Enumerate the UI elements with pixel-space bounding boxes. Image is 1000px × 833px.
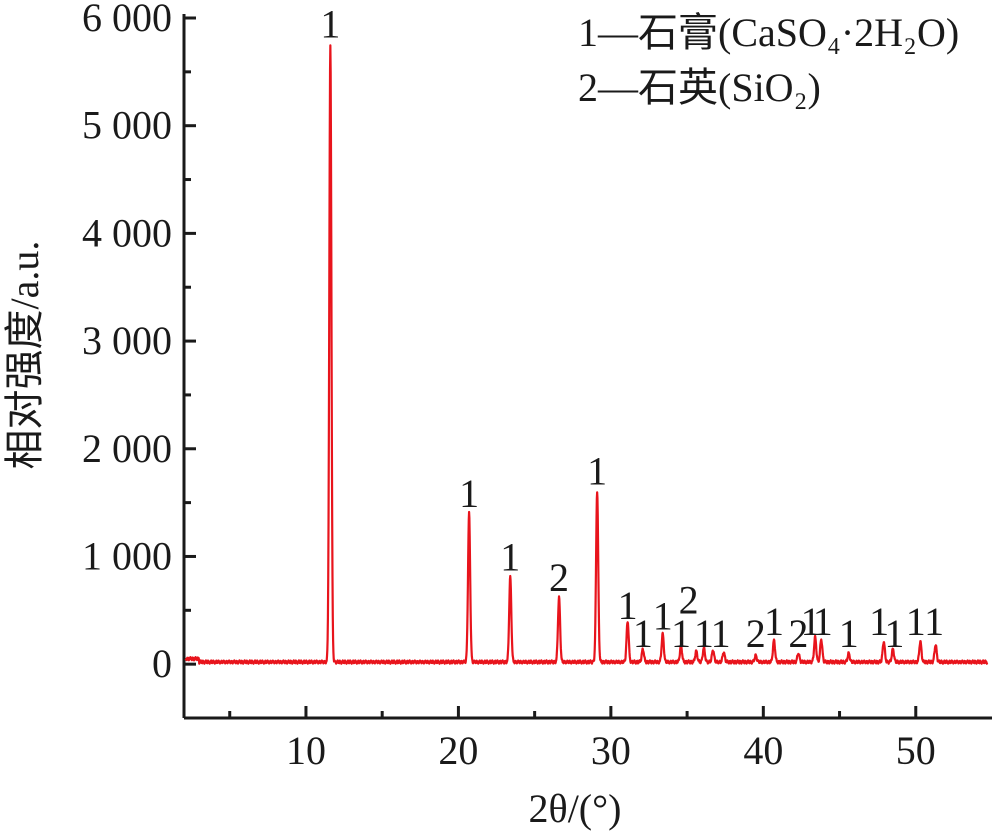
peak-label: 1: [587, 448, 607, 493]
x-tick-label: 30: [591, 728, 631, 773]
peak-label: 1: [884, 611, 904, 656]
peak-label: 1: [459, 471, 479, 516]
peak-label: 1: [671, 611, 691, 656]
x-tick-label: 10: [286, 728, 326, 773]
peak-label: 2: [679, 578, 699, 623]
peak-label: 1: [764, 599, 784, 644]
peak-label: 1: [906, 599, 926, 644]
y-tick-label: 2 000: [82, 426, 172, 471]
y-tick-label: 5 000: [82, 103, 172, 148]
x-tick-label: 40: [743, 728, 783, 773]
peak-label: 1: [813, 599, 833, 644]
y-tick-label: 0: [152, 641, 172, 686]
peak-label: 1: [869, 599, 889, 644]
peak-label: 1: [801, 599, 821, 644]
x-axis-title: 2θ/(°): [529, 786, 622, 831]
y-tick-label: 1 000: [82, 533, 172, 578]
peak-label: 2: [746, 611, 766, 656]
y-axis-title: 相对强度/a.u.: [2, 241, 47, 470]
x-tick-label: 20: [438, 728, 478, 773]
y-tick-label: 6 000: [82, 0, 172, 40]
peak-label: 1: [320, 1, 340, 46]
y-ticks: 0 1 000 2 000 3 000 4 000 5 000 6 000: [82, 0, 196, 720]
peak-label: 1: [839, 611, 859, 656]
peak-label: 1: [653, 594, 673, 639]
peak-label: 1: [924, 599, 944, 644]
peak-label: 1: [633, 611, 653, 656]
peak-label: 2: [549, 555, 569, 600]
peak-label: 1: [711, 611, 731, 656]
y-tick-label: 3 000: [82, 318, 172, 363]
xrd-trace: [184, 44, 989, 665]
legend-entry-quartz: 2—石英(SiO₂): [578, 65, 821, 110]
peak-label: 1: [618, 583, 638, 628]
legend: 1—石膏(CaSO₄·2H₂O) 2—石英(SiO₂): [578, 10, 959, 110]
peak-label: 2: [788, 611, 808, 656]
x-ticks: 10 20 30 40 50: [228, 706, 936, 773]
peak-label: 1: [694, 611, 714, 656]
axes: [182, 14, 992, 720]
legend-entry-gypsum: 1—石膏(CaSO₄·2H₂O): [578, 10, 959, 55]
y-tick-label: 4 000: [82, 210, 172, 255]
x-tick-label: 50: [896, 728, 936, 773]
peak-label: 1: [500, 534, 520, 579]
